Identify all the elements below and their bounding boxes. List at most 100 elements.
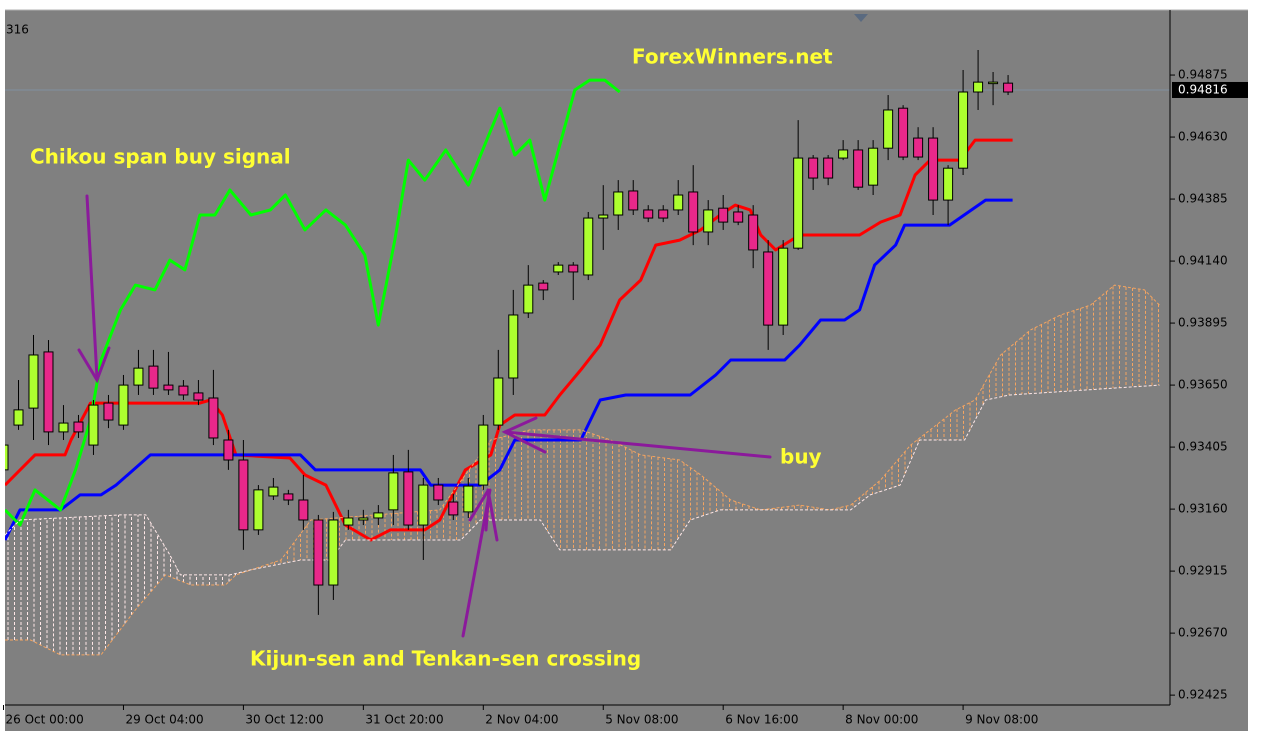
candle-body xyxy=(583,217,594,276)
y-tick-label: 0.92425 xyxy=(1178,688,1228,702)
candle-body xyxy=(523,284,534,314)
candle-body xyxy=(238,459,249,531)
candle-body xyxy=(253,489,264,531)
candle-body xyxy=(628,190,639,211)
candle-body xyxy=(793,157,804,249)
annotation: Kijun-sen and Tenkan-sen crossing xyxy=(250,647,641,671)
arrows xyxy=(77,194,772,638)
arrow-head xyxy=(501,416,547,454)
candle-body xyxy=(943,167,954,201)
candle-body xyxy=(298,499,309,521)
candle-body xyxy=(733,211,744,223)
y-tick-label: 0.94630 xyxy=(1178,130,1228,144)
x-tick-label: 2 Nov 04:00 xyxy=(485,713,558,727)
candle-body xyxy=(838,149,849,159)
chart-area xyxy=(5,10,1248,731)
candle-body xyxy=(13,409,24,426)
candle-body xyxy=(343,517,354,526)
candle-body xyxy=(43,351,54,433)
candle-body xyxy=(163,384,174,391)
y-tick-label: 0.92670 xyxy=(1178,626,1228,640)
candle-body xyxy=(118,384,129,426)
cloud-span xyxy=(5,384,1160,576)
candle-body xyxy=(148,365,159,389)
candle-body xyxy=(208,397,219,439)
last-price-box xyxy=(1172,81,1248,98)
candle-body xyxy=(778,247,789,326)
candle-body xyxy=(538,282,549,291)
candle-body xyxy=(88,404,99,446)
candle-body xyxy=(448,501,459,516)
indicator-line xyxy=(5,198,1013,541)
candle-body xyxy=(103,402,114,421)
y-tick-label: 0.93895 xyxy=(1178,316,1228,330)
arrow xyxy=(503,430,772,459)
candle-body xyxy=(853,149,864,188)
x-tick-label: 31 Oct 20:00 xyxy=(365,713,443,727)
candle-body xyxy=(5,444,9,471)
candle-body xyxy=(643,209,654,219)
arrow-head xyxy=(77,346,111,384)
candle-body xyxy=(988,81,999,85)
candle-body xyxy=(763,251,774,326)
y-tick-label: 0.94385 xyxy=(1178,192,1228,206)
candle-body xyxy=(868,147,879,186)
candle-body xyxy=(223,439,234,461)
y-tick-label: 0.94140 xyxy=(1178,254,1228,268)
candle-body xyxy=(493,377,504,426)
x-tick-label: 6 Nov 16:00 xyxy=(725,713,798,727)
candle-body xyxy=(133,367,144,386)
candle-body xyxy=(928,137,939,201)
candle-body xyxy=(388,472,399,511)
x-tick-label: 9 Nov 08:00 xyxy=(965,713,1038,727)
candle-body xyxy=(508,314,519,379)
y-tick-label: 0.93405 xyxy=(1178,440,1228,454)
candle-body xyxy=(568,264,579,273)
y-tick-label: 0.94875 xyxy=(1178,68,1228,82)
annotations: ForexWinners.net Chikou span buy signal … xyxy=(30,45,833,671)
candle-body xyxy=(268,486,279,497)
candle-body xyxy=(328,519,339,586)
candle-body xyxy=(823,157,834,179)
x-tick-label: 30 Oct 12:00 xyxy=(245,713,323,727)
candle-body xyxy=(718,207,729,223)
x-tick-label: 26 Oct 00:00 xyxy=(6,713,84,727)
candle-body xyxy=(748,214,759,251)
header-fragment: 316 xyxy=(6,23,29,37)
candle-body xyxy=(958,91,969,169)
candle-body xyxy=(1003,82,1014,93)
candle-body xyxy=(688,191,699,233)
candle-body xyxy=(373,512,384,519)
cloud-span xyxy=(5,284,1160,656)
candle-body xyxy=(28,354,39,409)
candle-body xyxy=(808,157,819,179)
candle-body xyxy=(553,264,564,273)
candle-body xyxy=(703,209,714,233)
arrow xyxy=(85,194,99,380)
candle-body xyxy=(58,422,69,433)
y-tick-label: 0.92915 xyxy=(1178,564,1228,578)
arrow xyxy=(461,488,492,638)
candle-body xyxy=(178,385,189,396)
x-tick-label: 5 Nov 08:00 xyxy=(605,713,678,727)
candle-body xyxy=(283,493,294,501)
candle-body xyxy=(898,107,909,158)
annotation: buy xyxy=(780,445,822,469)
candle-body xyxy=(913,137,924,158)
candle-body xyxy=(73,421,84,433)
x-tick-label: 29 Oct 04:00 xyxy=(125,713,203,727)
indicator-line xyxy=(5,138,1013,542)
candle-body xyxy=(418,484,429,526)
x-tick-label: 8 Nov 00:00 xyxy=(845,713,918,727)
candle-body xyxy=(658,209,669,219)
candle-body xyxy=(883,109,894,149)
arrow-head xyxy=(468,488,491,532)
candle-body xyxy=(598,214,609,219)
candle-body xyxy=(478,424,489,486)
annotation: ForexWinners.net xyxy=(632,45,833,69)
candle-body xyxy=(673,194,684,211)
candle-body xyxy=(193,392,204,401)
plot xyxy=(5,49,1170,656)
